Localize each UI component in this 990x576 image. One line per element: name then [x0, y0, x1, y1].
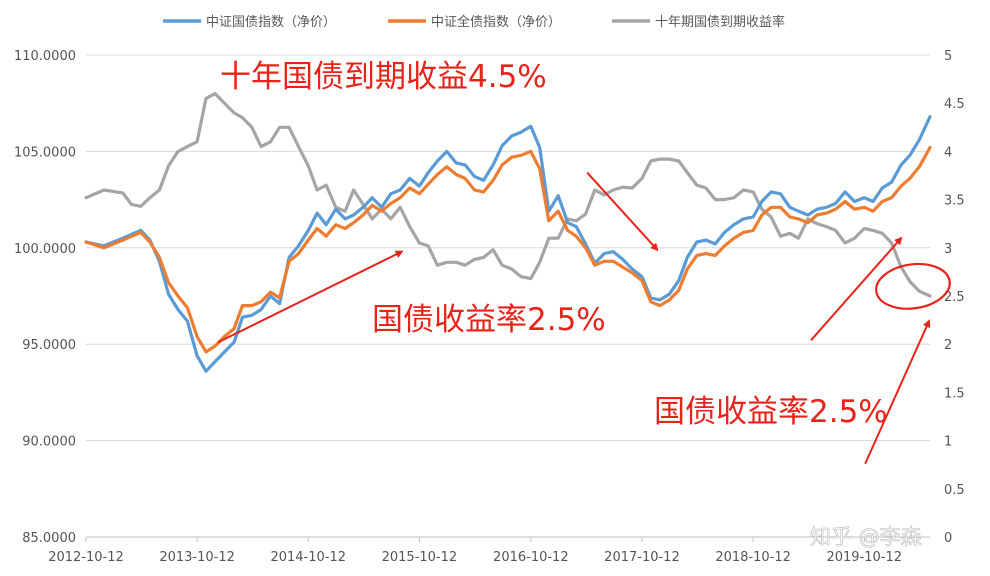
- annotation-text: 国债收益率2.5%: [654, 394, 888, 430]
- x-axis-tick-label: 2012-10-12: [48, 550, 124, 565]
- legend-label: 中证全债指数（净价）: [431, 14, 561, 30]
- gridlines: [86, 54, 930, 538]
- series-line-csi-treasury: [84, 115, 932, 373]
- series-lines: [84, 92, 932, 373]
- right-axis-tick-label: 1: [944, 435, 952, 450]
- x-axis-tick-label: 2019-10-12: [826, 550, 902, 565]
- annotation-overlay: 十年国债到期收益4.5% 国债收益率2.5% 国债收益率2.5% 知乎 @李森: [217, 59, 951, 549]
- right-axis-tick-label: 3.5: [944, 194, 965, 209]
- legend-label: 十年期国债到期收益率: [655, 14, 785, 30]
- annotation-arrow: [810, 236, 903, 342]
- annotation-arrow: [864, 319, 931, 465]
- right-axis-tick-label: 3: [944, 242, 952, 257]
- x-axis-tick-label: 2013-10-12: [159, 550, 235, 565]
- x-axis-tick-label: 2017-10-12: [604, 550, 680, 565]
- right-axis-tick-label: 4.5: [944, 97, 965, 112]
- legend-label: 中证国债指数（净价）: [206, 15, 336, 30]
- legend: 中证国债指数（净价） 中证全债指数（净价） 十年期国债到期收益率: [163, 14, 785, 30]
- right-axis-tick-label: 5: [944, 49, 952, 64]
- right-axis-tick-label: 0: [944, 531, 952, 546]
- annotation-text: 十年国债到期收益4.5%: [220, 59, 547, 95]
- right-axis-tick-label: 1.5: [944, 386, 965, 401]
- x-axis-tick-label: 2018-10-12: [715, 550, 791, 565]
- left-axis-tick-label: 95.0000: [22, 338, 76, 353]
- left-axis-tick-label: 100.0000: [14, 242, 76, 257]
- left-axis-tick-label: 105.0000: [14, 145, 76, 160]
- x-axis-ticks: 2012-10-12 2013-10-12 2014-10-12 2015-10-12…: [48, 537, 902, 565]
- left-axis-ticks: 85.0000 90.0000 95.0000 100.0000 105.0000 110…: [14, 49, 76, 546]
- left-axis-tick-label: 90.0000: [22, 435, 76, 450]
- right-axis-tick-label: 4: [944, 145, 952, 160]
- x-axis-tick-label: 2015-10-12: [382, 550, 458, 565]
- annotation-arrow: [217, 250, 404, 344]
- watermark: 知乎 @李森: [810, 525, 922, 549]
- right-axis-tick-label: 2.5: [944, 290, 965, 305]
- left-axis-tick-label: 85.0000: [22, 531, 76, 546]
- highlight-circle: [875, 262, 951, 310]
- annotation-arrow: [586, 171, 659, 252]
- x-axis-tick-label: 2016-10-12: [493, 550, 569, 565]
- right-axis-tick-label: 2: [944, 338, 952, 353]
- right-axis-tick-label: 0.5: [944, 483, 965, 498]
- annotation-text: 国债收益率2.5%: [372, 302, 606, 338]
- series-line-csi-aggregate: [84, 145, 932, 354]
- right-axis-ticks: 0 0.5 1 1.5 2 2.5 3 3.5 4 4.5 5: [944, 49, 965, 546]
- x-axis-tick-label: 2014-10-12: [270, 550, 346, 565]
- left-axis-tick-label: 110.0000: [14, 49, 76, 64]
- series-line-ten-year-yield: [84, 92, 932, 298]
